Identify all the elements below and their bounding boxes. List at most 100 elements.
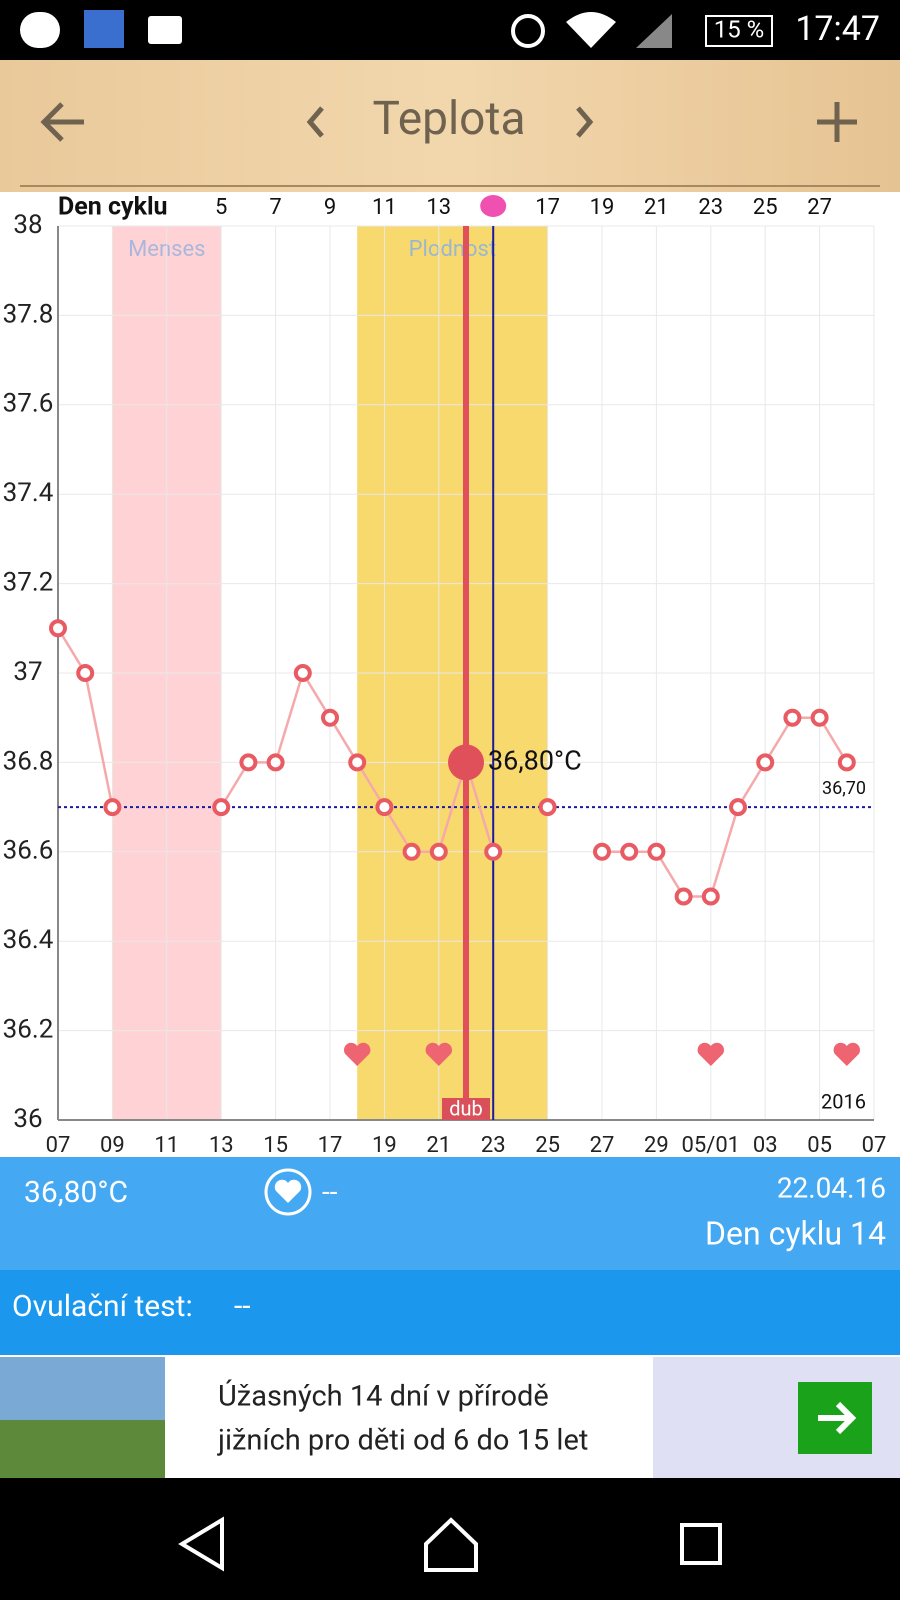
y-tick-label: 37.6 <box>3 389 54 419</box>
year-label: 2016 <box>821 1089 866 1113</box>
prev-button[interactable] <box>306 106 324 138</box>
x2-axis-title: Den cyklu <box>58 193 168 222</box>
info-intercourse: -- <box>322 1175 338 1208</box>
heart-icon <box>274 1179 302 1203</box>
clock: 17:47 <box>795 9 880 49</box>
y-tick-label: 37.2 <box>3 567 54 597</box>
data-point <box>620 842 639 861</box>
x-tick-label: 23 <box>481 1133 506 1158</box>
band-label: Plodnost <box>409 237 496 262</box>
x-tick-label: 11 <box>154 1133 179 1158</box>
x2-tick-label: 27 <box>807 195 832 220</box>
x-tick-label: 21 <box>426 1133 451 1158</box>
y-tick-label: 36.2 <box>3 1014 54 1044</box>
y-tick-label: 37 <box>13 657 42 687</box>
ad-image-ground <box>0 1420 165 1478</box>
data-point <box>266 753 285 772</box>
day-marker: dub <box>449 1096 483 1120</box>
x-tick-label: 13 <box>209 1133 234 1158</box>
x-tick-label: 07 <box>862 1133 887 1158</box>
x2-tick-label: 25 <box>753 195 778 220</box>
toolbar <box>0 60 900 192</box>
x-tick-label: 09 <box>100 1133 125 1158</box>
selected-label: 36,80°C <box>488 745 582 777</box>
data-point <box>239 753 258 772</box>
data-point <box>593 842 611 861</box>
x-tick-label: 07 <box>46 1133 71 1158</box>
data-point <box>375 798 394 817</box>
data-point <box>76 664 95 682</box>
signal-icon <box>636 14 672 48</box>
data-point <box>674 887 693 906</box>
info-date: 22.04.16 <box>777 1171 886 1204</box>
x-tick-label: 17 <box>318 1133 343 1158</box>
nav-home[interactable] <box>424 1517 478 1572</box>
nav-recent[interactable] <box>680 1523 722 1565</box>
data-point <box>103 798 122 817</box>
nav-back[interactable] <box>178 1516 224 1572</box>
toolbar-title: Teplota <box>373 92 526 146</box>
x2-tick-label: 13 <box>426 195 451 220</box>
y-tick-label: 36.8 <box>3 746 54 776</box>
y-tick-label: 37.4 <box>3 478 54 508</box>
add-button[interactable] <box>817 102 857 142</box>
x2-tick-label: 17 <box>535 195 560 220</box>
heart-button[interactable] <box>264 1168 312 1216</box>
x2-tick-label: 5 <box>215 195 227 220</box>
x2-tick-label: 7 <box>269 195 281 220</box>
next-button[interactable] <box>576 106 594 138</box>
y-tick-label: 36 <box>13 1104 42 1134</box>
x2-tick-label: 19 <box>590 195 615 220</box>
x-tick-label: 15 <box>263 1133 288 1158</box>
x2-tick-label: 11 <box>372 195 397 220</box>
data-point <box>837 753 856 772</box>
data-point <box>348 753 367 772</box>
data-point <box>293 664 312 682</box>
day-marker-bg <box>442 1098 490 1120</box>
back-button[interactable] <box>40 102 84 142</box>
heart-icon <box>833 1042 861 1066</box>
ovulation-value: -- <box>234 1289 251 1324</box>
info-cycle-day: Den cyklu 14 <box>705 1214 886 1252</box>
info-temperature: 36,80°C <box>24 1175 128 1210</box>
y-tick-label: 36.6 <box>3 836 54 866</box>
x2-tick-label: 23 <box>698 195 723 220</box>
y-tick-label: 37.8 <box>3 299 54 329</box>
series-line <box>602 716 848 898</box>
alarm-icon <box>511 14 545 48</box>
x-tick-label: 03 <box>753 1133 778 1158</box>
data-point <box>538 798 557 817</box>
app-icon <box>84 10 124 48</box>
info-panel <box>0 1157 900 1270</box>
x-tick-label: 05/01 <box>682 1133 741 1158</box>
data-point <box>756 753 775 772</box>
data-point <box>429 842 448 861</box>
app-icon <box>148 16 182 44</box>
data-point <box>729 798 747 817</box>
data-point <box>701 887 720 906</box>
ovulation-label: Ovulační test: <box>12 1289 193 1324</box>
arrow-icon <box>818 1401 857 1435</box>
y-tick-label: 36.4 <box>3 925 54 955</box>
data-point <box>402 842 421 861</box>
x2-tick-label: 21 <box>644 195 669 220</box>
heart-icon <box>343 1042 371 1066</box>
x-tick-label: 29 <box>644 1133 669 1158</box>
reference-label: 36,70 <box>822 778 866 799</box>
ovulation-bar[interactable] <box>0 1270 900 1355</box>
data-point <box>783 708 802 727</box>
heart-icon <box>425 1042 453 1066</box>
ad-text: Úžasných 14 dní v přírodě <box>218 1379 549 1414</box>
chart: Menses Plodnost3636.236.436.636.83737.237… <box>3 193 887 1158</box>
battery-icon <box>705 15 773 47</box>
battery-text: 15 % <box>714 15 765 43</box>
app-icon <box>20 12 60 48</box>
ovulation-dot <box>480 195 507 217</box>
data-point <box>212 798 231 817</box>
heart-icon <box>697 1042 725 1066</box>
status-bar <box>0 0 900 60</box>
x-tick-label: 05 <box>807 1133 832 1158</box>
data-point <box>321 708 339 727</box>
